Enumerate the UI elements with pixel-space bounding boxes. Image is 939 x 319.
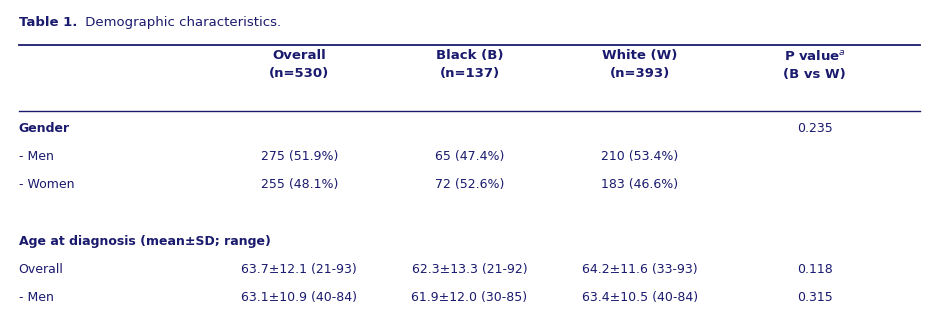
Text: 62.3±13.3 (21-92): 62.3±13.3 (21-92) bbox=[411, 263, 528, 276]
Text: Gender: Gender bbox=[19, 122, 69, 135]
Text: 61.9±12.0 (30-85): 61.9±12.0 (30-85) bbox=[411, 291, 528, 304]
Text: 255 (48.1%): 255 (48.1%) bbox=[260, 178, 338, 191]
Text: 0.118: 0.118 bbox=[796, 263, 833, 276]
Text: Black (B)
(n=137): Black (B) (n=137) bbox=[436, 48, 503, 79]
Text: - Men: - Men bbox=[19, 150, 54, 163]
Text: - Women: - Women bbox=[19, 178, 74, 191]
Text: White (W)
(n=393): White (W) (n=393) bbox=[602, 48, 677, 79]
Text: 64.2±11.6 (33-93): 64.2±11.6 (33-93) bbox=[582, 263, 698, 276]
Text: Demographic characteristics.: Demographic characteristics. bbox=[81, 16, 282, 29]
Text: 275 (51.9%): 275 (51.9%) bbox=[260, 150, 338, 163]
Text: P value$^a$
(B vs W): P value$^a$ (B vs W) bbox=[783, 48, 846, 80]
Text: 63.1±10.9 (40-84): 63.1±10.9 (40-84) bbox=[241, 291, 357, 304]
Text: Age at diagnosis (mean±SD; range): Age at diagnosis (mean±SD; range) bbox=[19, 234, 270, 248]
Text: 63.7±12.1 (21-93): 63.7±12.1 (21-93) bbox=[241, 263, 357, 276]
Text: Table 1.: Table 1. bbox=[19, 16, 77, 29]
Text: Overall: Overall bbox=[19, 263, 64, 276]
Text: 72 (52.6%): 72 (52.6%) bbox=[435, 178, 504, 191]
Text: 0.235: 0.235 bbox=[796, 122, 833, 135]
Text: 183 (46.6%): 183 (46.6%) bbox=[601, 178, 678, 191]
Text: 63.4±10.5 (40-84): 63.4±10.5 (40-84) bbox=[581, 291, 698, 304]
Text: 210 (53.4%): 210 (53.4%) bbox=[601, 150, 678, 163]
Text: - Men: - Men bbox=[19, 291, 54, 304]
Text: 0.315: 0.315 bbox=[796, 291, 833, 304]
Text: 65 (47.4%): 65 (47.4%) bbox=[435, 150, 504, 163]
Text: Overall
(n=530): Overall (n=530) bbox=[269, 48, 330, 79]
